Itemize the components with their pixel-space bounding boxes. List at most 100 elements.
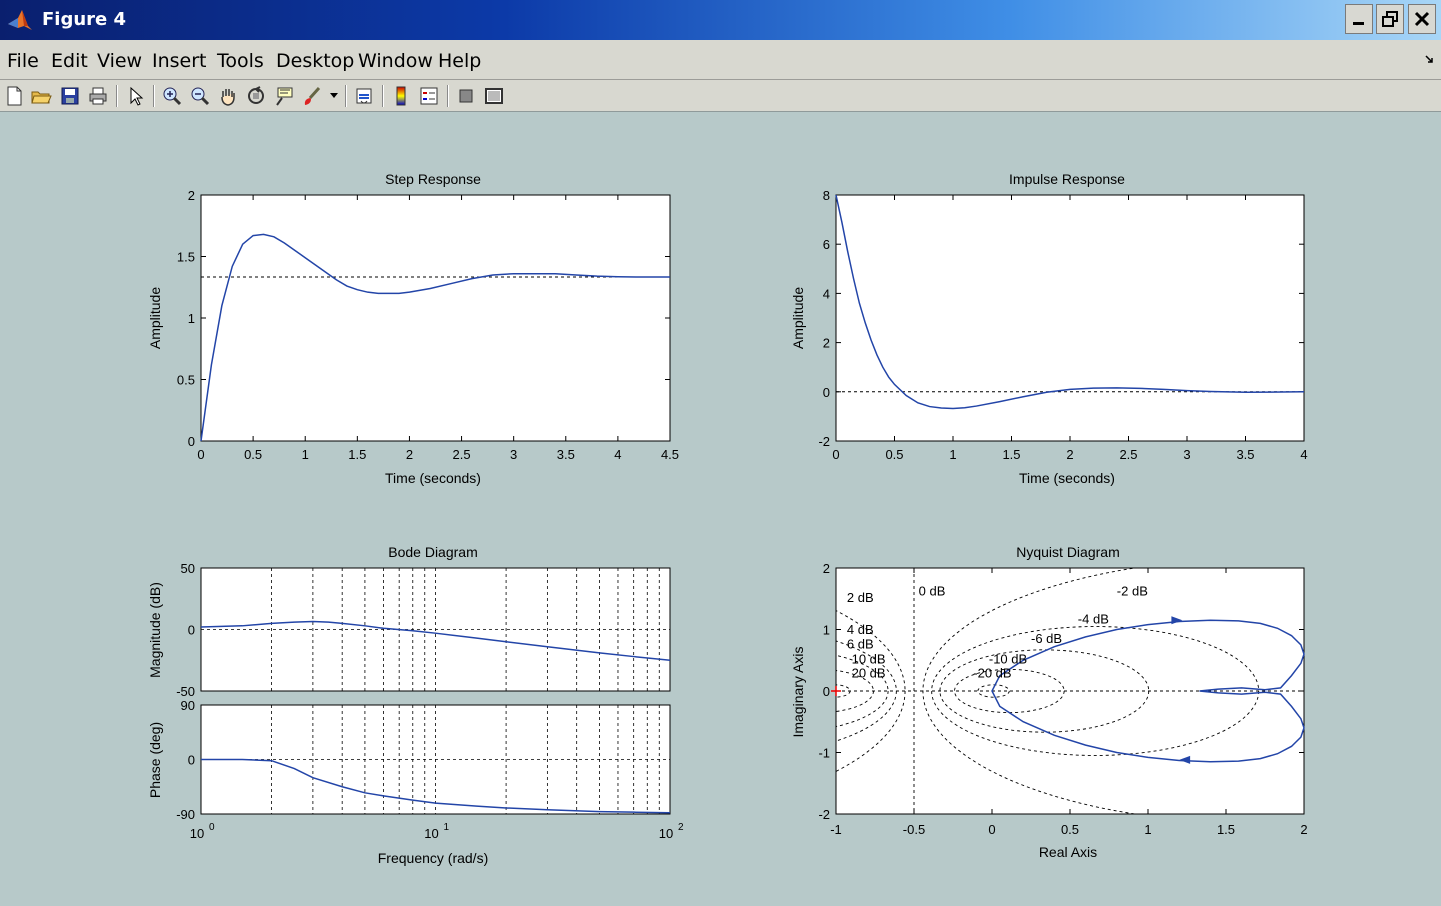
rotate-3d-icon[interactable] [245,85,267,107]
impulse-response-axes[interactable]: Impulse Response Time (seconds) Amplitud… [790,171,1308,486]
step-xtick-label: 0 [197,447,204,462]
nyquist-db-label: 2 dB [847,590,874,605]
restore-button[interactable] [1376,4,1404,34]
menu-help[interactable]: Help [438,50,482,72]
close-icon [1414,11,1430,27]
nyquist-ylabel: Imaginary Axis [790,646,806,737]
nyquist-m-circle [836,654,889,728]
menu-insert[interactable]: Insert [152,50,207,72]
toolbar-separator [345,85,347,107]
impulse-xtick-label: 4 [1300,447,1307,462]
menu-window[interactable]: Window [358,50,433,72]
nyquist-db-label: -20 dB [973,665,1011,680]
nyquist-diagram-axes[interactable]: Nyquist Diagram Real Axis Imaginary Axis… [234,544,1441,860]
menu-edit[interactable]: Edit [51,50,88,72]
nyquist-xtick-label: 0 [988,822,995,837]
impulse-xtick-label: 2.5 [1119,447,1137,462]
hide-plot-tools-icon[interactable] [455,85,477,107]
step-xtick-label: 0.5 [244,447,262,462]
nyquist-db-label: -10 dB [989,651,1027,666]
brush-dropdown-icon[interactable] [330,93,338,99]
menu-file[interactable]: File [7,50,39,72]
nyquist-xtick-label: 0.5 [1061,822,1079,837]
open-file-icon[interactable] [30,85,52,107]
close-button[interactable] [1408,4,1436,34]
impulse-ytick-label: 8 [823,188,830,203]
bode-xtick-exponent: 1 [444,822,450,833]
nyquist-ytick-label: 2 [823,561,830,576]
step-xtick-label: 1.5 [348,447,366,462]
impulse-ytick-label: 0 [823,385,830,400]
toolbar-separator [382,85,384,107]
step-xtick-label: 2.5 [453,447,471,462]
zoom-out-icon[interactable] [189,85,211,107]
step-xtick-label: 4 [614,447,621,462]
brush-icon[interactable] [301,85,323,107]
nyquist-xtick-label: 1 [1144,822,1151,837]
nyquist-db-label: 0 dB [919,584,946,599]
show-plot-tools-icon[interactable] [483,85,505,107]
nyquist-xtick-label: 1.5 [1217,822,1235,837]
print-icon[interactable] [87,85,109,107]
step-ytick-label: 1.5 [177,250,195,265]
new-figure-icon[interactable] [3,85,25,107]
impulse-ytick-label: 2 [823,336,830,351]
bode-mag-ytick-label: -50 [176,684,195,699]
toolbar-separator [447,85,449,107]
menu-view[interactable]: View [97,50,143,72]
bode-phase-ytick-label: 0 [188,753,195,768]
impulse-title: Impulse Response [1009,171,1125,187]
nyquist-curve [991,619,1305,763]
step-axes-box [200,194,671,442]
impulse-xtick-label: 3 [1183,447,1190,462]
nyquist-ytick-label: -2 [818,807,830,822]
bode-title: Bode Diagram [388,544,478,560]
menu-dock-arrow-icon[interactable] [1424,54,1434,64]
impulse-ytick-label: -2 [818,434,830,449]
link-plot-icon[interactable] [353,85,375,107]
zoom-in-icon[interactable] [161,85,183,107]
pan-hand-icon[interactable] [217,85,239,107]
window-title: Figure 4 [42,9,127,30]
matlab-logo-icon [8,10,32,30]
bode-mag-ylabel: Magnitude (dB) [147,582,163,678]
impulse-xlabel: Time (seconds) [1019,470,1115,486]
step-xtick-label: 4.5 [661,447,679,462]
bode-diagram-axes[interactable]: Bode Diagram Frequency (rad/s) Magnitude… [147,544,684,866]
nyquist-ytick-label: -1 [818,746,830,761]
impulse-xtick-label: 2 [1066,447,1073,462]
menu-desktop[interactable]: Desktop [276,50,355,72]
nyquist-m-circle [836,610,906,772]
nyquist-db-label: -4 dB [1078,611,1109,626]
select-arrow-icon[interactable] [125,85,147,107]
impulse-xtick-label: 3.5 [1236,447,1254,462]
save-icon[interactable] [59,85,81,107]
minimize-icon [1353,22,1364,25]
menu-tools[interactable]: Tools [217,50,264,72]
nyquist-m-circle [977,684,1010,698]
figure-toolbar [0,80,1441,112]
nyquist-db-label: -2 dB [1117,584,1148,599]
figure-canvas: Step Response Time (seconds) Amplitude 0… [0,112,1441,901]
window-titlebar[interactable]: Figure 4 [0,0,1441,40]
impulse-response-curve [835,194,1305,410]
impulse-axes-box [835,194,1305,442]
legend-icon[interactable] [418,85,440,107]
nyquist-arrow-lower [1179,755,1191,764]
bode-xtick-label: 10 [424,826,438,841]
colorbar-icon[interactable] [390,85,412,107]
step-ytick-label: 2 [188,188,195,203]
step-response-curve [200,233,670,442]
step-ylabel: Amplitude [147,287,163,349]
minimize-button[interactable] [1345,4,1373,34]
nyquist-xlabel: Real Axis [1039,844,1097,860]
impulse-xtick-label: 0.5 [885,447,903,462]
data-cursor-icon[interactable] [273,85,295,107]
step-response-axes[interactable]: Step Response Time (seconds) Amplitude 0… [147,171,679,486]
step-xtick-label: 3.5 [557,447,575,462]
impulse-ylabel: Amplitude [790,287,806,349]
nyquist-xtick-label: -1 [830,822,842,837]
menu-bar: File Edit View Insert Tools Desktop Wind… [0,40,1441,80]
bode-phase-ytick-label: -90 [176,807,195,822]
nyquist-xtick-label: -0.5 [903,822,925,837]
